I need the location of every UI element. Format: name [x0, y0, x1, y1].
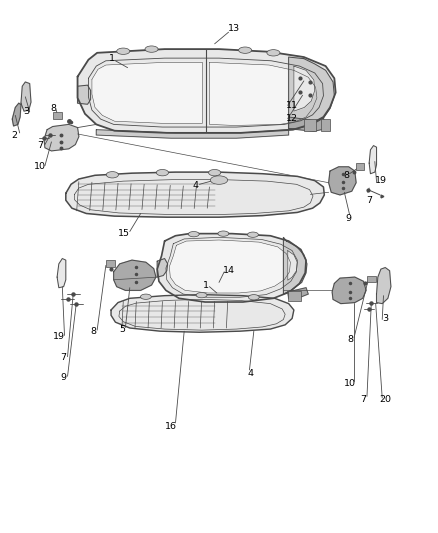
- Polygon shape: [288, 288, 308, 298]
- Polygon shape: [78, 49, 336, 133]
- Text: 4: 4: [192, 181, 198, 190]
- Polygon shape: [288, 251, 297, 280]
- Text: 12: 12: [286, 114, 298, 123]
- Text: 1: 1: [110, 54, 115, 63]
- Polygon shape: [92, 62, 202, 123]
- Bar: [106, 260, 115, 266]
- Text: 9: 9: [60, 373, 66, 382]
- Text: 3: 3: [24, 107, 30, 116]
- Text: 7: 7: [38, 141, 43, 150]
- Text: 8: 8: [51, 104, 57, 113]
- Text: 8: 8: [91, 327, 97, 336]
- Polygon shape: [289, 117, 325, 131]
- Text: 11: 11: [286, 101, 298, 110]
- Ellipse shape: [106, 172, 118, 178]
- Text: 14: 14: [223, 266, 235, 274]
- Polygon shape: [377, 268, 391, 304]
- Polygon shape: [78, 85, 91, 104]
- Ellipse shape: [210, 176, 228, 184]
- Bar: [288, 292, 301, 301]
- Ellipse shape: [248, 295, 259, 300]
- Polygon shape: [114, 260, 156, 290]
- Text: 2: 2: [11, 131, 18, 140]
- Ellipse shape: [247, 232, 258, 237]
- Text: 10: 10: [343, 378, 356, 387]
- Ellipse shape: [145, 46, 158, 52]
- Text: 10: 10: [34, 163, 46, 171]
- Text: 7: 7: [60, 353, 66, 362]
- Ellipse shape: [208, 169, 221, 176]
- Text: 15: 15: [118, 229, 130, 238]
- Bar: [304, 119, 316, 131]
- Text: 3: 3: [382, 314, 389, 323]
- Polygon shape: [332, 277, 366, 304]
- Bar: [53, 112, 62, 119]
- Polygon shape: [209, 62, 317, 125]
- Polygon shape: [44, 124, 79, 151]
- Polygon shape: [369, 146, 377, 174]
- Polygon shape: [57, 259, 66, 288]
- Text: 7: 7: [366, 196, 372, 205]
- Polygon shape: [21, 82, 31, 111]
- Polygon shape: [12, 103, 21, 126]
- Text: 9: 9: [346, 214, 352, 223]
- Polygon shape: [111, 295, 294, 332]
- Ellipse shape: [267, 50, 280, 56]
- Text: 8: 8: [347, 335, 353, 344]
- Text: 8: 8: [343, 171, 349, 180]
- Text: 1: 1: [203, 280, 209, 289]
- Polygon shape: [289, 57, 334, 128]
- Polygon shape: [96, 130, 289, 138]
- Polygon shape: [66, 172, 324, 217]
- Bar: [321, 119, 330, 131]
- Ellipse shape: [141, 294, 151, 300]
- Polygon shape: [283, 237, 307, 294]
- Ellipse shape: [117, 48, 130, 54]
- Text: 19: 19: [53, 332, 65, 341]
- Text: 20: 20: [379, 394, 391, 403]
- Polygon shape: [328, 167, 356, 195]
- Text: 7: 7: [360, 394, 367, 403]
- Ellipse shape: [218, 231, 229, 236]
- Text: 5: 5: [120, 325, 125, 334]
- Ellipse shape: [239, 47, 252, 53]
- Ellipse shape: [188, 231, 199, 237]
- Text: 13: 13: [228, 25, 240, 34]
- Ellipse shape: [196, 293, 207, 298]
- Text: 16: 16: [165, 422, 177, 431]
- Ellipse shape: [156, 169, 169, 176]
- Polygon shape: [157, 259, 168, 277]
- Polygon shape: [170, 240, 290, 293]
- Polygon shape: [294, 66, 315, 111]
- Bar: [356, 163, 364, 170]
- Text: 19: 19: [375, 176, 387, 185]
- Polygon shape: [157, 233, 306, 302]
- Bar: [367, 276, 376, 282]
- Text: 4: 4: [247, 369, 253, 378]
